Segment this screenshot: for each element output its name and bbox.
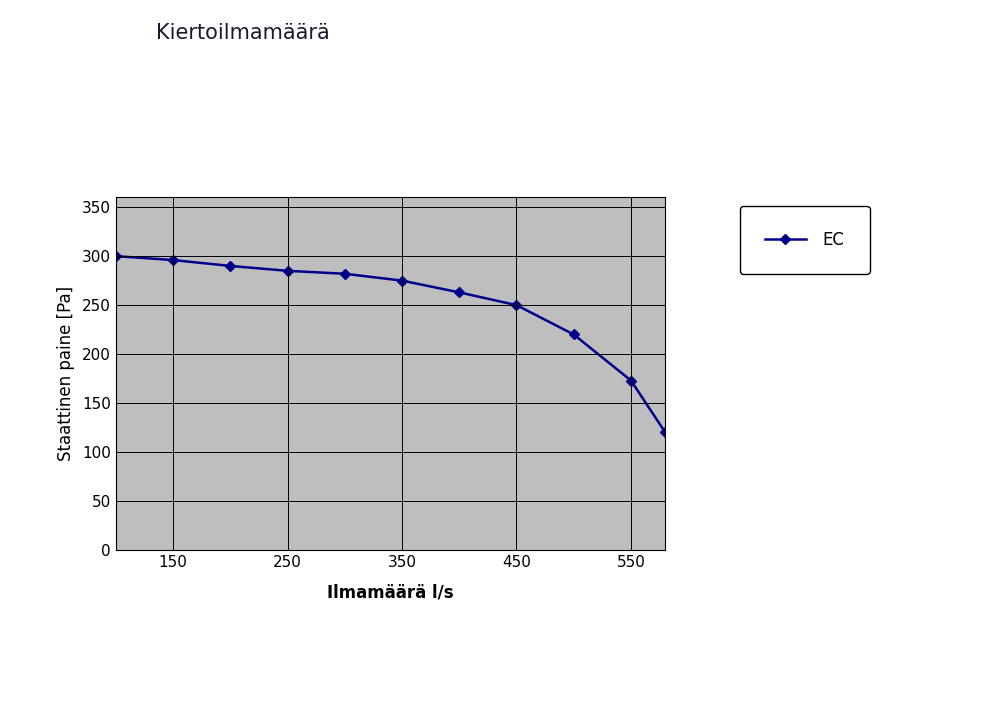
- EC: [625, 376, 637, 385]
- EC: [568, 330, 580, 338]
- Line: EC: EC: [113, 252, 668, 436]
- EC: [510, 301, 522, 309]
- EC: [396, 276, 408, 285]
- X-axis label: Ilmamäärä l/s: Ilmamäärä l/s: [328, 584, 454, 601]
- Y-axis label: Staattinen paine [Pa]: Staattinen paine [Pa]: [57, 286, 76, 461]
- EC: [339, 269, 351, 278]
- Legend: EC: EC: [740, 206, 870, 274]
- EC: [167, 256, 179, 264]
- EC: [225, 262, 237, 270]
- EC: [281, 266, 293, 275]
- EC: [454, 288, 466, 297]
- Text: Kiertoilmamäärä: Kiertoilmamäärä: [156, 23, 330, 43]
- EC: [659, 428, 671, 436]
- EC: [110, 252, 122, 260]
